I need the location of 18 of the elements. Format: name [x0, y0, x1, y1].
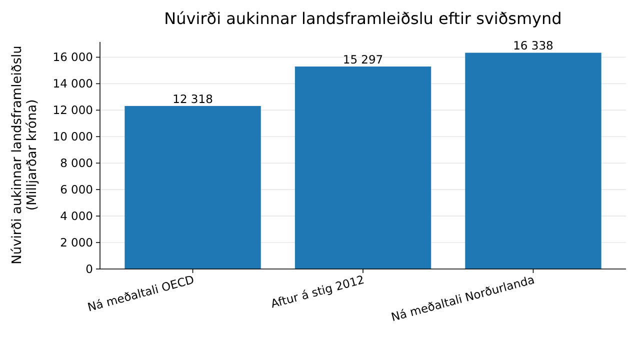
- data-label: 16 338: [513, 38, 554, 53]
- y-tick-label: 8 000: [60, 156, 93, 170]
- y-tick-label: 14 000: [52, 76, 93, 91]
- data-label: 15 297: [342, 52, 384, 67]
- chart-title: Núvirði aukinnar landsframleiðslu eftir sviðsmynd: [164, 9, 562, 28]
- bar: [294, 66, 432, 269]
- y-tick-label: 16 000: [52, 50, 93, 64]
- y-tick-label: 4 000: [60, 209, 93, 224]
- y-tick-label: 6 000: [60, 182, 93, 197]
- bar: [124, 106, 261, 269]
- y-tick-label: 12 000: [52, 103, 93, 118]
- y-tick-label: 10 000: [52, 130, 93, 144]
- data-label: 12 318: [172, 92, 213, 106]
- y-tick-label: 2 000: [60, 236, 93, 250]
- y-axis-title: Núvirði aukinnar landsframleiðslu (Milljarðar króna): [10, 46, 40, 264]
- bar: [465, 52, 602, 269]
- y-tick-label: 0: [86, 262, 93, 276]
- x-tick-label: Aftur á stig 2012: [269, 272, 366, 311]
